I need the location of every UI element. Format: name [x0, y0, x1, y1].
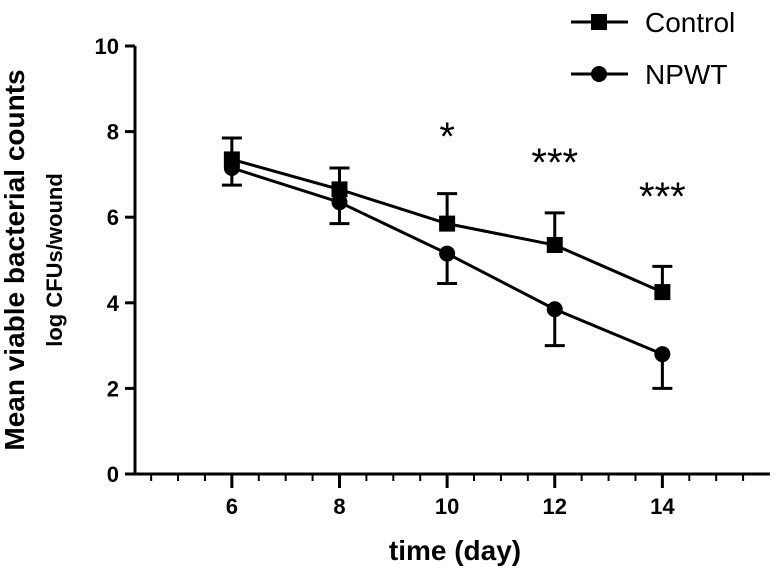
data-point	[331, 181, 348, 198]
y-tick-label: 0	[107, 462, 119, 487]
legend-label-npwt: NPWT	[645, 59, 727, 90]
series-layer	[221, 136, 673, 390]
series-npwt	[221, 159, 673, 390]
annotation-layer: *******	[439, 115, 685, 219]
y-tick-label: 8	[107, 120, 119, 145]
y-axis-title: Mean viable bacterial counts	[0, 69, 30, 450]
x-tick-label: 10	[435, 494, 459, 519]
data-point	[654, 346, 671, 363]
y-tick-label: 4	[107, 291, 120, 316]
data-point	[546, 237, 563, 254]
y-tick-label: 6	[107, 205, 119, 230]
significance-marker: ***	[639, 175, 686, 219]
x-tick-label: 8	[333, 494, 345, 519]
data-point	[223, 159, 240, 176]
legend: Control NPWT	[571, 7, 735, 90]
y-tick-label: 2	[107, 376, 119, 401]
x-tick-label: 14	[650, 494, 675, 519]
legend-label-control: Control	[645, 7, 735, 38]
data-point	[439, 215, 456, 232]
y-axis-subtitle: log CFUs/wound	[42, 173, 67, 347]
x-tick-label: 12	[543, 494, 567, 519]
significance-marker: ***	[531, 141, 578, 185]
data-point	[439, 245, 456, 262]
data-point	[546, 301, 563, 318]
series-control	[221, 136, 673, 301]
x-axis-title: time (day)	[389, 535, 521, 566]
x-tick-label: 6	[226, 494, 238, 519]
axes: 0 2 4 6 8 10 6 8 10 12 14	[95, 34, 770, 519]
significance-marker: *	[439, 115, 455, 159]
legend-marker-control	[591, 14, 607, 30]
y-tick-label: 10	[95, 34, 119, 59]
legend-marker-npwt	[591, 66, 607, 82]
data-point	[331, 194, 348, 211]
data-point	[654, 284, 671, 301]
